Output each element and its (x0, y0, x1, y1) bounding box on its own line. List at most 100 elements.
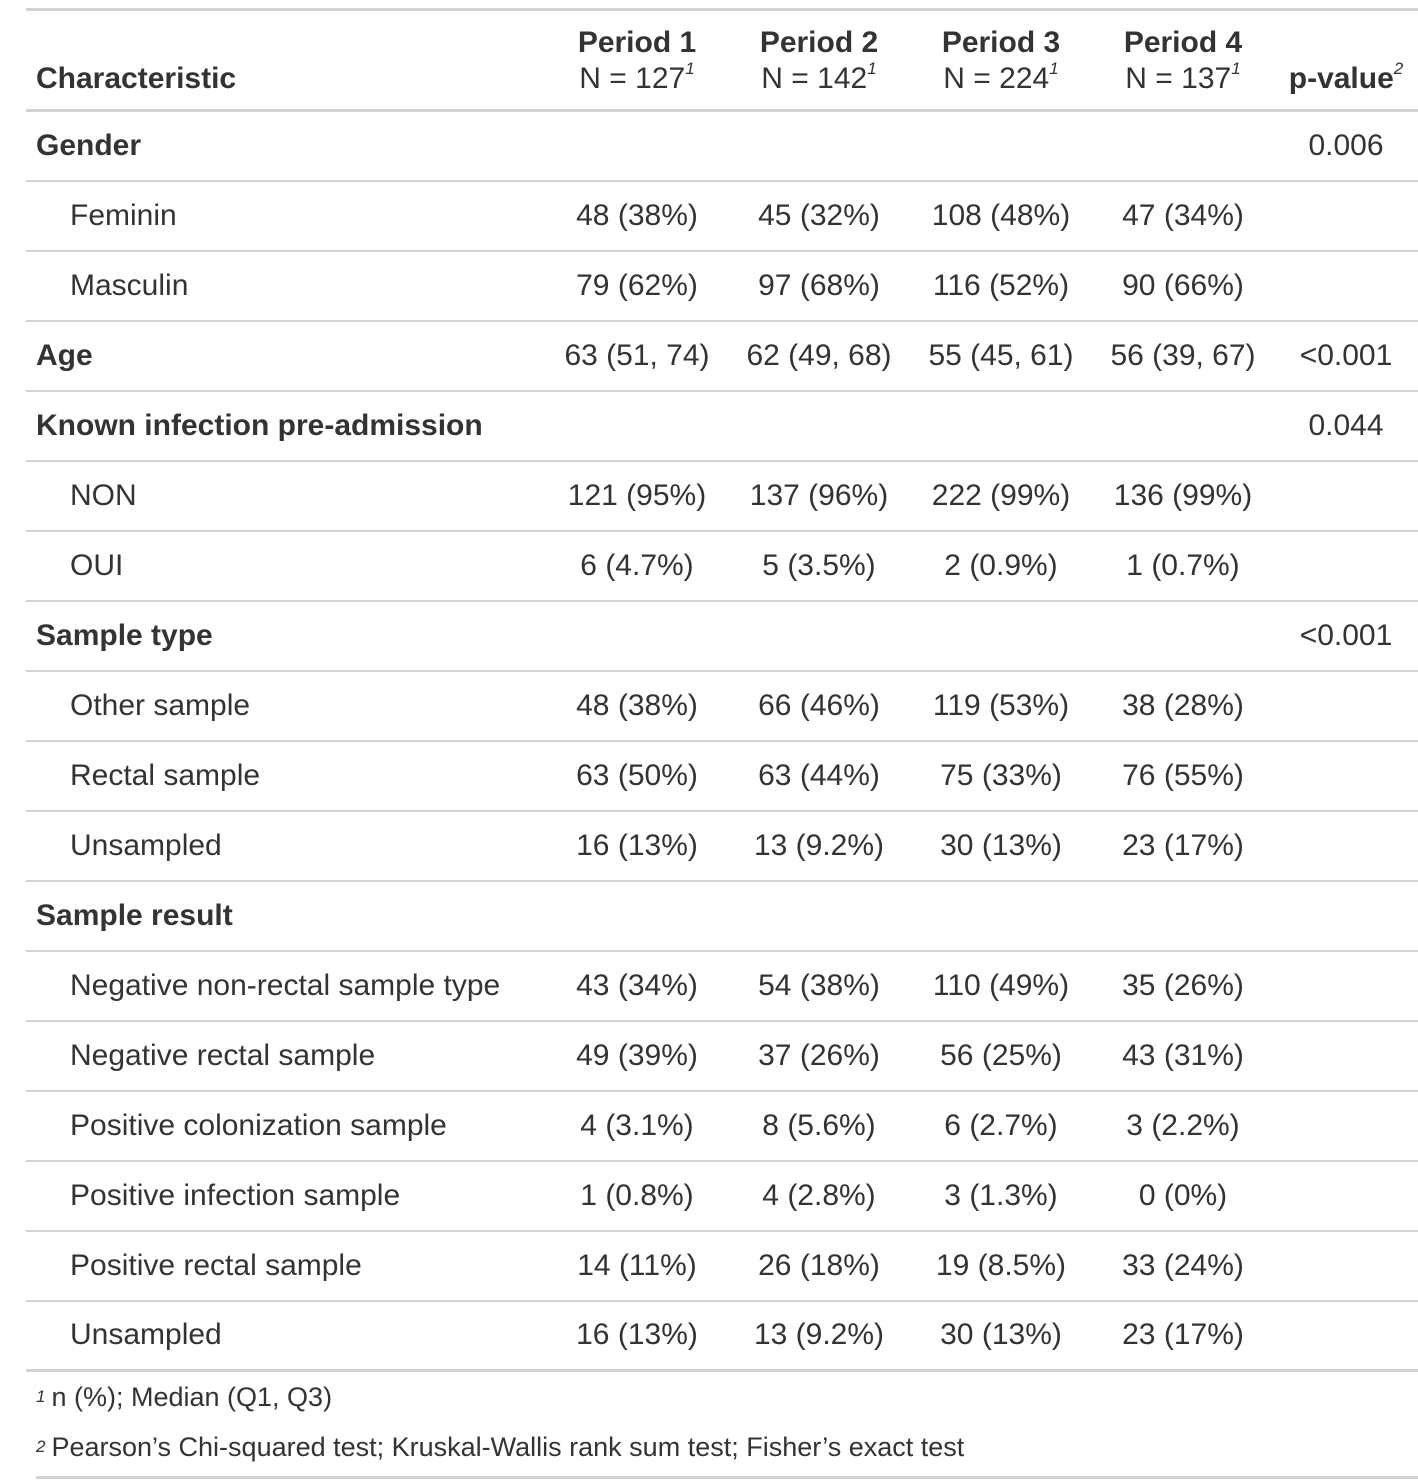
cell-p-value (1274, 951, 1418, 1021)
row-level-label: Rectal sample (70, 758, 261, 792)
cell-p-value: 0.006 (1308, 128, 1384, 162)
cell-period-2: 4 (2.8%) (762, 1178, 876, 1212)
cell-p-value (1274, 741, 1418, 811)
summary-table-container: Characteristic Period 1 N = 1271 Period … (26, 8, 1418, 1479)
cell-period-3 (910, 881, 1092, 951)
footnote-2: 2 Pearson’s Chi-squared test; Kruskal-Wal… (36, 1432, 965, 1462)
cell-period-1: 6 (4.7%) (580, 548, 694, 582)
table-row: Unsampled 16 (13%) 13 (9.2%) 30 (13%) 23 (17… (26, 1300, 1418, 1371)
cell-period-3 (910, 601, 1092, 671)
cell-period-1: 49 (39%) (576, 1038, 698, 1072)
cell-p-value: 0.044 (1308, 408, 1384, 442)
cell-p-value (1274, 1161, 1418, 1231)
table-row: NON 121 (95%) 137 (96%) 222 (99%) 136 (99%) (26, 460, 1418, 531)
header-period-n: N = 137 (1125, 62, 1232, 95)
cell-period-1: 16 (13%) (576, 1318, 698, 1352)
cell-period-4 (1092, 111, 1274, 181)
header-period-1: Period 1 N = 1271 (546, 10, 728, 111)
cell-p-value (1274, 1021, 1418, 1091)
row-level-label: Unsampled (70, 828, 222, 862)
cell-period-2: 13 (9.2%) (753, 828, 885, 862)
table-row: Sample result (26, 880, 1418, 951)
cell-period-4: 23 (17%) (1122, 1318, 1244, 1352)
cell-period-1: 63 (51, 74) (564, 338, 710, 372)
footnote-mark: 1 (685, 59, 695, 78)
cell-period-2: 66 (46%) (758, 688, 880, 722)
footnote-mark: 1 (1049, 59, 1059, 78)
cell-period-2: 37 (26%) (758, 1038, 880, 1072)
cell-p-value (1274, 1231, 1418, 1301)
row-level-label: Positive infection sample (70, 1178, 401, 1212)
header-period-label: Period 2 (759, 26, 879, 59)
footnote-mark: 2 (1393, 59, 1404, 78)
cell-period-3: 119 (53%) (932, 688, 1070, 722)
cell-period-1: 121 (95%) (567, 478, 707, 512)
cell-period-1: 43 (34%) (576, 968, 698, 1002)
table-row: Negative rectal sample 49 (39%) 37 (26%) 56… (26, 1020, 1418, 1091)
cell-period-4: 136 (99%) (1113, 478, 1253, 512)
cell-period-2: 137 (96%) (749, 478, 889, 512)
table-row: Masculin 79 (62%) 97 (68%) 116 (52%) 90 (66%… (26, 250, 1418, 321)
header-period-label: Period 4 (1123, 26, 1243, 59)
table-row: Positive rectal sample 14 (11%) 26 (18%) 19… (26, 1230, 1418, 1301)
cell-period-1 (546, 881, 728, 951)
cell-period-1: 16 (13%) (576, 828, 698, 862)
cell-p-value (1274, 881, 1418, 951)
cell-period-3: 30 (13%) (940, 828, 1062, 862)
row-level-label: Positive rectal sample (70, 1248, 362, 1282)
summary-table: Characteristic Period 1 N = 1271 Period … (26, 8, 1418, 1372)
cell-period-4: 38 (28%) (1122, 688, 1244, 722)
header-period-label: Period 1 (577, 26, 697, 59)
cell-period-3: 75 (33%) (940, 758, 1062, 792)
cell-period-1: 79 (62%) (576, 268, 698, 302)
row-level-label: Feminin (70, 198, 177, 232)
cell-period-4: 47 (34%) (1122, 198, 1244, 232)
cell-period-2: 13 (9.2%) (753, 1318, 885, 1352)
footnote-text: Pearson’s Chi-squared test; Kruskal-Wall… (51, 1432, 965, 1462)
table-row: Rectal sample 63 (50%) 63 (44%) 75 (33%) 76 … (26, 740, 1418, 811)
cell-period-1 (546, 111, 728, 181)
row-group-label: Age (36, 338, 93, 372)
cell-p-value (1274, 461, 1418, 531)
table-row: Known infection pre-admission 0.044 (26, 390, 1418, 461)
table-header: Characteristic Period 1 N = 1271 Period … (26, 9, 1418, 111)
table-row: Positive colonization sample 4 (3.1%) 8 (5… (26, 1090, 1418, 1161)
header-period-2: Period 2 N = 1421 (728, 10, 910, 111)
header-characteristic: Characteristic (36, 62, 237, 95)
table-row: Negative non-rectal sample type 43 (34%) 5… (26, 950, 1418, 1021)
cell-period-4 (1092, 601, 1274, 671)
header-period-label: Period 3 (941, 26, 1061, 59)
row-level-label: Negative non-rectal sample type (70, 968, 501, 1002)
header-period-n: N = 142 (761, 62, 868, 95)
row-group-label: Known infection pre-admission (36, 408, 483, 442)
cell-period-2: 54 (38%) (758, 968, 880, 1002)
header-period-n: N = 224 (943, 62, 1050, 95)
cell-period-1: 63 (50%) (576, 758, 698, 792)
row-level-label: Positive colonization sample (70, 1108, 447, 1142)
cell-period-4: 56 (39, 67) (1110, 338, 1256, 372)
cell-period-3: 6 (2.7%) (944, 1108, 1058, 1142)
cell-p-value (1274, 1091, 1418, 1161)
cell-period-2 (728, 391, 910, 461)
cell-period-1: 48 (38%) (576, 198, 698, 232)
header-p-value: p-value2 (1274, 10, 1418, 111)
table-row: Gender 0.006 (26, 111, 1418, 181)
cell-p-value (1274, 531, 1418, 601)
header-period-4: Period 4 N = 1371 (1092, 10, 1274, 111)
cell-period-1: 4 (3.1%) (580, 1108, 694, 1142)
cell-period-3: 3 (1.3%) (944, 1178, 1058, 1212)
cell-period-2: 62 (49, 68) (746, 338, 892, 372)
row-group-label: Gender (36, 128, 142, 162)
cell-period-3: 19 (8.5%) (935, 1248, 1067, 1282)
cell-period-1 (546, 601, 728, 671)
cell-period-3: 56 (25%) (940, 1038, 1062, 1072)
cell-period-2 (728, 881, 910, 951)
table-row: Positive infection sample 1 (0.8%) 4 (2.8%… (26, 1160, 1418, 1231)
cell-period-4: 23 (17%) (1122, 828, 1244, 862)
cell-period-2 (728, 111, 910, 181)
row-group-label: Sample type (36, 618, 213, 652)
footnote-mark: 1 (1231, 59, 1241, 78)
cell-period-4: 0 (0%) (1138, 1178, 1228, 1212)
cell-period-2: 45 (32%) (758, 198, 880, 232)
